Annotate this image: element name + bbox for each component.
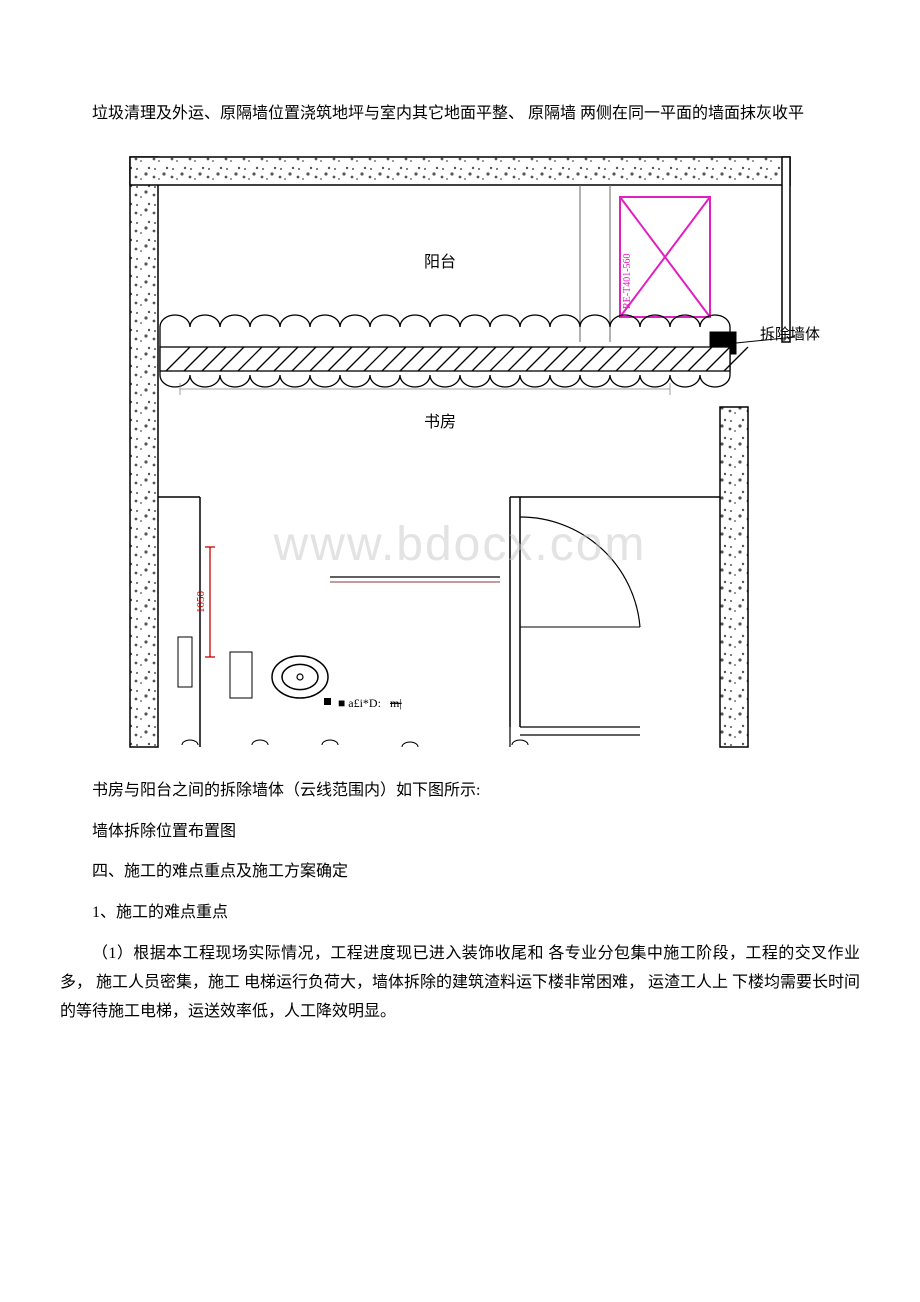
heading-4-1: 1、施工的难点重点	[60, 899, 860, 928]
paragraph-4-1-1: （1）根据本工程现场实际情况，工程进度现已进入装饰收尾和 各专业分包集中施工阶段…	[60, 940, 860, 1026]
svg-text:m|: m|	[390, 696, 402, 710]
svg-text:阳台: 阳台	[424, 253, 456, 271]
svg-text:1050: 1050	[195, 590, 207, 613]
floor-plan-diagram: RE-T401-560拆除墙体阳台书房1050■ a£i*D: m| www.b…	[80, 147, 840, 757]
svg-text:■ a£i*D:: ■ a£i*D:	[338, 696, 381, 710]
svg-text:RE-T401-560: RE-T401-560	[622, 253, 633, 309]
caption-1: 书房与阳台之间的拆除墙体（云线范围内）如下图所示:	[60, 777, 860, 806]
caption-2: 墙体拆除位置布置图	[60, 818, 860, 847]
heading-4: 四、施工的难点重点及施工方案确定	[60, 858, 860, 887]
svg-text:书房: 书房	[424, 413, 456, 431]
svg-text:拆除墙体: 拆除墙体	[760, 326, 820, 343]
intro-paragraph: 垃圾清理及外运、原隔墙位置浇筑地坪与室内其它地面平整、 原隔墙 两侧在同一平面的…	[60, 100, 860, 129]
